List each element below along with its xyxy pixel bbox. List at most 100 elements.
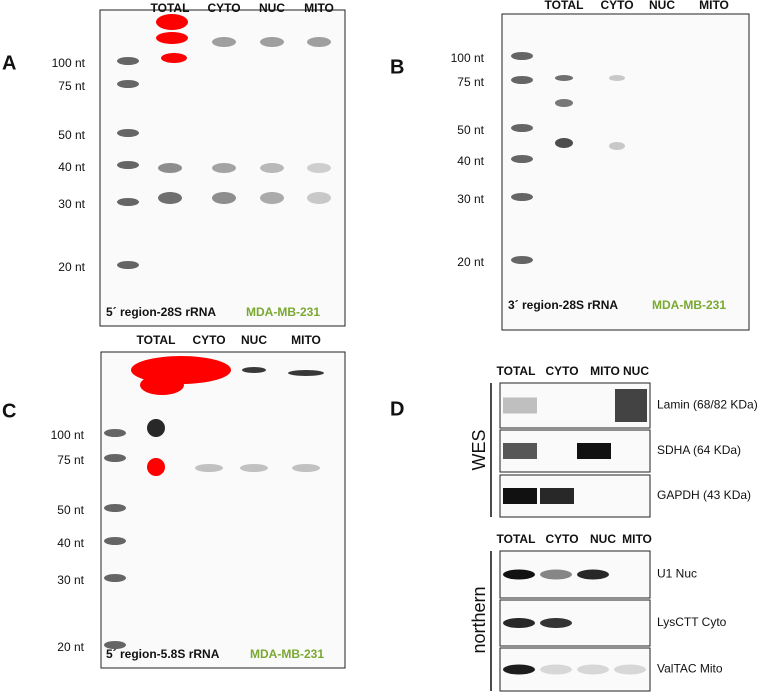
band <box>615 389 647 422</box>
lane-label: TOTAL <box>497 364 536 378</box>
band <box>260 192 284 204</box>
band <box>540 569 572 580</box>
band <box>158 163 182 173</box>
band <box>260 163 284 173</box>
lane-label: NUC <box>649 0 675 12</box>
band <box>503 488 537 504</box>
band <box>117 261 139 269</box>
lane-label: NUC <box>259 1 285 15</box>
band <box>555 99 573 107</box>
lane-label: CYTO <box>192 333 225 347</box>
band <box>609 142 625 150</box>
band <box>260 37 284 47</box>
size-marker: 20 nt <box>58 260 85 274</box>
lane-label: NUC <box>623 364 649 378</box>
band <box>212 163 236 173</box>
row-label: U1 Nuc <box>657 567 697 581</box>
lane-label: CYTO <box>545 532 578 546</box>
panel-label: C <box>2 400 16 422</box>
band <box>511 256 533 264</box>
band <box>117 198 139 206</box>
row-label: SDHA (64 KDa) <box>657 443 741 457</box>
band <box>555 75 573 81</box>
blot <box>99 9 346 327</box>
band <box>540 664 572 675</box>
band <box>511 76 533 84</box>
cell-line: MDA-MB-231 <box>250 647 324 661</box>
band <box>117 129 139 137</box>
size-marker: 50 nt <box>457 123 484 137</box>
band <box>104 429 126 437</box>
panel-label: D <box>390 398 404 420</box>
band <box>292 464 320 472</box>
band <box>117 161 139 169</box>
band <box>307 37 331 47</box>
lane-label: CYTO <box>207 1 240 15</box>
band <box>147 458 165 476</box>
band <box>577 443 611 459</box>
lane-label: TOTAL <box>497 532 536 546</box>
band <box>540 618 572 628</box>
size-marker: 75 nt <box>457 75 484 89</box>
size-marker: 100 nt <box>451 51 485 65</box>
method-label: northern <box>469 586 489 653</box>
band <box>577 664 609 675</box>
cell-line: MDA-MB-231 <box>246 305 320 319</box>
size-marker: 100 nt <box>52 56 86 70</box>
band <box>156 14 188 30</box>
lane-label: MITO <box>304 1 334 15</box>
row-label: ValTAC Mito <box>657 662 723 676</box>
band <box>140 375 184 395</box>
lane-label: MITO <box>590 364 620 378</box>
size-marker: 30 nt <box>457 192 484 206</box>
band <box>503 569 535 580</box>
band <box>161 53 187 63</box>
size-marker: 40 nt <box>57 536 84 550</box>
size-marker: 50 nt <box>57 503 84 517</box>
caption: 3´ region-28S rRNA <box>508 298 618 312</box>
band <box>503 664 535 675</box>
band <box>104 574 126 582</box>
size-marker: 75 nt <box>58 79 85 93</box>
cell-line: MDA-MB-231 <box>652 298 726 312</box>
lane-label: MITO <box>291 333 321 347</box>
lane-label: MITO <box>699 0 729 12</box>
band <box>104 454 126 462</box>
size-marker: 50 nt <box>58 128 85 142</box>
lane-label: MITO <box>622 532 652 546</box>
band <box>104 504 126 512</box>
band <box>212 37 236 47</box>
band <box>511 124 533 132</box>
size-marker: 75 nt <box>57 453 84 467</box>
blot <box>501 13 750 331</box>
band <box>147 419 165 437</box>
band <box>511 52 533 60</box>
band <box>240 464 268 472</box>
size-marker: 20 nt <box>57 640 84 654</box>
band <box>117 57 139 65</box>
band <box>555 138 573 148</box>
band <box>242 367 266 373</box>
row-label: LysCTT Cyto <box>657 615 727 629</box>
caption: 5´ region-5.8S rRNA <box>106 647 220 661</box>
size-marker: 40 nt <box>58 160 85 174</box>
panel-label: B <box>390 56 404 78</box>
band <box>117 80 139 88</box>
panel-label: A <box>2 52 16 74</box>
band <box>158 192 182 204</box>
band <box>540 488 574 504</box>
lane-label: NUC <box>241 333 267 347</box>
band <box>503 443 537 459</box>
size-marker: 30 nt <box>58 197 85 211</box>
size-marker: 40 nt <box>457 154 484 168</box>
size-marker: 20 nt <box>457 255 484 269</box>
row-label: Lamin (68/82 KDa) <box>657 398 758 412</box>
lane-label: TOTAL <box>137 333 176 347</box>
band <box>288 370 324 376</box>
band <box>104 537 126 545</box>
band <box>577 569 609 580</box>
band <box>104 641 126 649</box>
band <box>503 618 535 628</box>
band <box>212 192 236 204</box>
